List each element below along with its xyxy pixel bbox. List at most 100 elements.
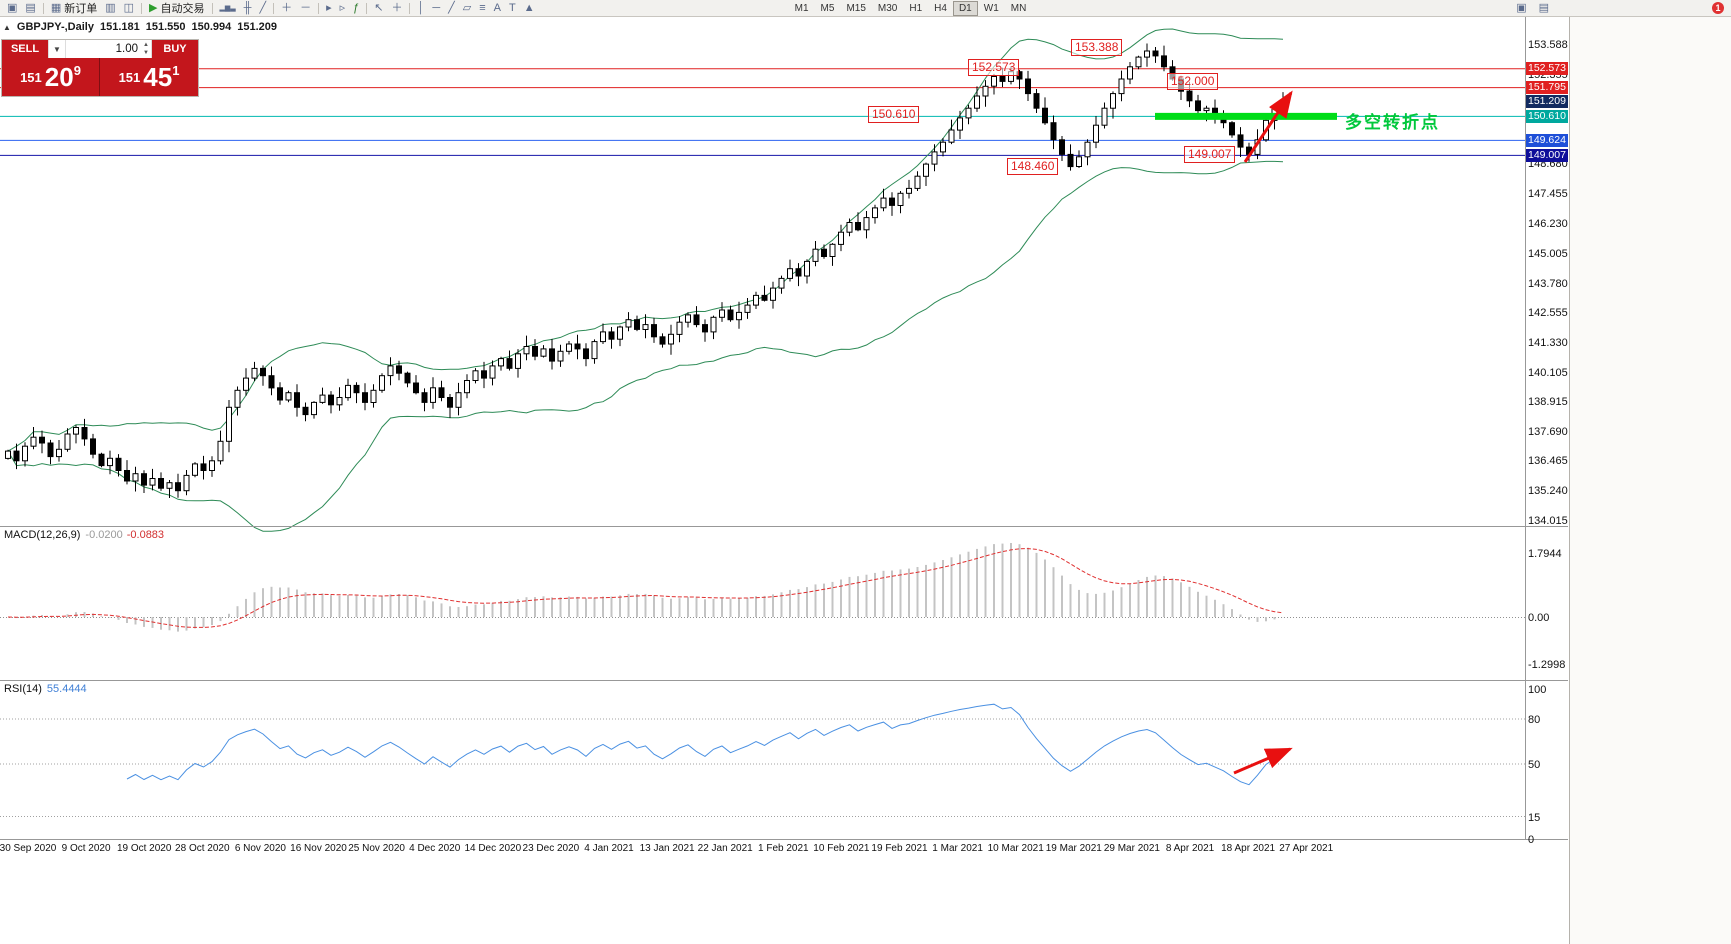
macd-name: MACD(12,26,9)	[4, 529, 81, 541]
print-preview-icon[interactable]: ◫	[120, 1, 138, 16]
trade-controls-row: SELL ▼ 1.00 ▲ ▼ BUY	[2, 40, 198, 58]
notifications-badge[interactable]: 1	[1712, 2, 1724, 14]
arrow-tools-icon: ▲	[523, 1, 535, 14]
date-axis-label: 19 Feb 2021	[871, 843, 928, 854]
date-axis-label: 1 Mar 2021	[932, 843, 983, 854]
date-axis-label: 19 Oct 2020	[116, 843, 172, 854]
chart-quote-line: ▲ GBPJPY-,Daily 151.181 151.550 150.994 …	[3, 21, 277, 33]
sell-price[interactable]: 151 20 9	[2, 58, 100, 96]
timeframe-m15[interactable]: M15	[846, 2, 866, 14]
timeframe-m30[interactable]: M30	[877, 2, 898, 14]
date-axis[interactable]: 30 Sep 2020 9 Oct 2020 19 Oct 2020 28 Oct 2…	[0, 841, 1568, 857]
text-icon: A	[493, 1, 502, 14]
timeframe-mn[interactable]: MN	[1010, 2, 1027, 14]
order-type-dropdown[interactable]: ▼	[48, 40, 65, 58]
print-icon[interactable]: ▥	[101, 1, 119, 16]
sell-price-point: 9	[73, 62, 81, 78]
price-axis[interactable]: 153.588152.355148.680147.455146.230145.0…	[1526, 17, 1568, 857]
toolbar-separator	[366, 2, 368, 14]
price-axis-label: 147.455	[1528, 188, 1568, 201]
toolbar-separator	[211, 2, 213, 14]
vertical-line-icon[interactable]: │	[413, 1, 428, 16]
vertical-line-icon: │	[417, 1, 425, 14]
crosshair-icon[interactable]: ＋	[387, 1, 406, 16]
zoom-out-icon[interactable]: －	[296, 1, 315, 16]
volume-input[interactable]: 1.00 ▲ ▼	[65, 40, 152, 58]
trade-prices-row: 151 20 9 151 45 1	[2, 58, 198, 96]
new-order-button[interactable]: ▦ 新订单	[47, 1, 101, 16]
timeframe-d1[interactable]: D1	[952, 0, 978, 16]
text-label-icon: T	[509, 1, 516, 14]
arrow-tools-icon[interactable]: ▲	[520, 1, 539, 16]
date-axis-label: 28 Oct 2020	[175, 843, 230, 854]
chart-window[interactable]: ▲ GBPJPY-,Daily 151.181 151.550 150.994 …	[0, 17, 1568, 944]
timeframe-h1[interactable]: H1	[909, 2, 923, 14]
candlestick-chart-icon: ╫	[243, 1, 252, 14]
new-chart-icon[interactable]: ▣	[3, 1, 21, 16]
price-chart[interactable]	[0, 17, 1568, 857]
trend-arrows[interactable]	[1233, 90, 1293, 775]
quote-high: 151.550	[145, 21, 186, 33]
trendline-icon[interactable]: ╱	[444, 1, 459, 16]
text-icon[interactable]: A	[490, 1, 505, 16]
date-axis-label: 9 Oct 2020	[61, 843, 111, 854]
buy-price-pips: 45	[143, 62, 173, 92]
date-axis-label: 1 Feb 2021	[757, 843, 809, 854]
toolbar-separator	[318, 2, 320, 14]
zoom-in-icon: ＋	[281, 1, 293, 14]
macd-axis-label: -1.2998	[1528, 658, 1566, 671]
date-axis-label: 14 Dec 2020	[464, 843, 522, 854]
price-axis-label: 136.465	[1528, 455, 1568, 468]
horizontal-line-icon[interactable]: ─	[428, 1, 444, 16]
channel-icon[interactable]: ▱	[459, 1, 475, 16]
cursor-icon: ↖	[374, 1, 384, 14]
window-list-icon[interactable]: ▤	[1535, 1, 1553, 16]
sell-button[interactable]: SELL	[2, 40, 48, 58]
timeframe-w1[interactable]: W1	[983, 2, 999, 14]
date-axis-label: 10 Feb 2021	[813, 843, 870, 854]
candlestick-chart-icon[interactable]: ╫	[240, 1, 256, 16]
quote-close: 151.209	[237, 21, 278, 33]
bar-chart-icon[interactable]: ▂▆▃	[216, 1, 240, 16]
cursor-icon[interactable]: ↖	[370, 1, 387, 16]
new-window-icon[interactable]: ▣	[1512, 1, 1530, 16]
horizontal-line-icon: ─	[432, 1, 441, 14]
macd-axis-label: 0.00	[1528, 612, 1550, 624]
toolbar-separator	[141, 2, 143, 14]
auto-trading-button[interactable]: ▶ 自动交易	[145, 1, 208, 16]
horizontal-level-lines[interactable]	[0, 68, 1525, 156]
timeframe-h4[interactable]: H4	[934, 2, 947, 14]
date-axis-label: 10 Mar 2021	[987, 843, 1044, 854]
buy-price[interactable]: 151 45 1	[100, 58, 198, 96]
fibonacci-icon[interactable]: ≡	[475, 1, 489, 16]
price-axis-label: 145.005	[1528, 247, 1568, 260]
price-axis-label: 143.780	[1528, 277, 1568, 290]
timeframe-m1[interactable]: M1	[794, 2, 809, 14]
date-axis-label: 23 Dec 2020	[522, 843, 580, 854]
timeframe-m5[interactable]: M5	[820, 2, 835, 14]
level-price-badge: 151.795	[1526, 81, 1568, 95]
date-axis-label: 16 Nov 2020	[290, 843, 347, 854]
volume-stepper[interactable]: ▲ ▼	[143, 41, 149, 57]
zoom-in-icon[interactable]: ＋	[277, 1, 296, 16]
stepper-up-icon: ▲	[143, 42, 149, 48]
text-label-icon[interactable]: T	[505, 1, 520, 16]
auto-trading-button-label: 自动交易	[160, 3, 205, 15]
quote-open: 151.181	[99, 21, 140, 33]
auto-scroll-icon[interactable]: ▸	[322, 1, 336, 16]
date-axis-label: 27 Apr 2021	[1279, 843, 1334, 854]
rsi-axis-label: 15	[1528, 811, 1541, 824]
indicators-icon[interactable]: ƒ	[349, 1, 363, 16]
buy-button[interactable]: BUY	[152, 40, 198, 58]
rsi-label: RSI(14) 55.4444	[4, 683, 87, 695]
indicators-icon: ƒ	[353, 1, 360, 14]
line-chart-icon[interactable]: ╱	[255, 1, 270, 16]
toolbar-right: ▣ ▤ 1	[1512, 1, 1728, 16]
rsi-value: 55.4444	[46, 683, 87, 695]
macd-signal-value: -0.0883	[126, 529, 165, 541]
line-chart-icon: ╱	[259, 1, 267, 14]
chart-profiles-icon[interactable]: ▤	[21, 1, 39, 16]
new-window-icon-glyph: ▣	[1516, 1, 1527, 14]
chart-shift-icon[interactable]: ▹	[336, 1, 350, 16]
